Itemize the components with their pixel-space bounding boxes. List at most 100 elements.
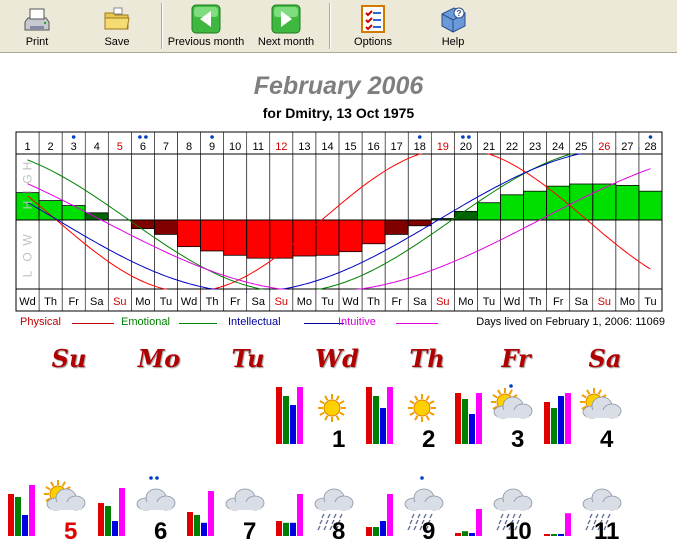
day-bar: [455, 533, 461, 536]
next-month-label: Next month: [257, 36, 315, 48]
weekday-label: Sa: [90, 296, 104, 308]
previous-month-button[interactable]: Previous month: [166, 2, 246, 50]
calendar-day-4[interactable]: 4: [542, 380, 632, 453]
day-bar: [283, 396, 289, 444]
day-bar: [551, 534, 557, 536]
low-label-letter: W: [21, 234, 35, 246]
day-bars-chart: [8, 480, 86, 536]
day-bars-chart: [544, 388, 622, 444]
day-number-cell: [639, 132, 662, 154]
intuitive-curve: [27, 168, 651, 293]
day-number: 21: [483, 141, 495, 153]
weekday-cell: [570, 289, 593, 311]
marked-day-dot: [648, 135, 653, 139]
help-icon: ?: [441, 7, 466, 33]
print-button[interactable]: Print: [8, 2, 66, 50]
weekday-label: Th: [44, 296, 57, 308]
combined-bar-12: [269, 219, 294, 259]
calendar-day-9[interactable]: 9: [364, 472, 454, 545]
weekday-header-wd: Wd: [315, 344, 359, 373]
calendar-day-number: 6: [154, 518, 168, 545]
day-number-cell: [270, 132, 293, 154]
toolbar-separator: [329, 3, 331, 49]
legend-physical: Physical: [20, 316, 61, 328]
calendar-day-7[interactable]: 7: [185, 472, 275, 545]
day-number: 24: [552, 141, 564, 153]
arrow-right-icon: [271, 4, 301, 34]
rain-cloud-icon: [582, 488, 622, 531]
calendar-day-number: 3: [511, 426, 525, 453]
weekday-cell: [454, 289, 477, 311]
legend-line-physical: [72, 323, 114, 324]
day-number: 8: [186, 141, 192, 153]
combined-bar-9: [200, 219, 225, 252]
combined-bar-11: [246, 219, 271, 259]
print-label: Print: [25, 36, 49, 48]
day-number-cell: [108, 132, 131, 154]
options-label: Options: [354, 36, 392, 48]
weekday-cell: [362, 289, 385, 311]
day-number: 20: [460, 141, 472, 153]
marked-day-dot: [71, 135, 76, 139]
day-number: 10: [229, 141, 241, 153]
calendar-day-8[interactable]: 8: [274, 472, 364, 545]
weekday-label: Fr: [68, 296, 79, 308]
day-number: 18: [414, 141, 426, 153]
day-number: 23: [529, 141, 541, 153]
weekday-label: Th: [529, 296, 542, 308]
calendar-day-10[interactable]: 10: [453, 472, 543, 545]
calendar-day-6[interactable]: 6: [96, 472, 186, 545]
day-bar: [373, 396, 379, 444]
combined-bar-3: [61, 205, 86, 221]
weekday-cell: [62, 289, 85, 311]
day-number-cell: [316, 132, 339, 154]
weekday-header-th: Th: [409, 344, 445, 373]
sun-cloud-icon: [580, 388, 622, 419]
weekday-cell: [593, 289, 616, 311]
weekday-cell: [201, 289, 224, 311]
weekday-label: Mo: [297, 296, 312, 308]
day-number-cell: [16, 132, 39, 154]
day-number: 11: [253, 141, 264, 153]
calendar-day-2[interactable]: 2: [364, 380, 454, 453]
day-bar: [276, 521, 282, 536]
calendar-day-1[interactable]: 1: [274, 380, 364, 453]
sun-cloud-icon: [44, 480, 86, 511]
rain-cloud-icon: [314, 488, 354, 531]
day-bars-chart: [187, 488, 265, 536]
combined-bar-8: [177, 219, 201, 248]
days-lived-text: Days lived on February 1, 2006: 11069: [476, 316, 665, 328]
calendar-day-11[interactable]: 11: [542, 472, 632, 545]
day-bar: [380, 521, 386, 536]
day-bars-chart: [366, 387, 436, 444]
marked-day-dot: [461, 135, 465, 139]
weekday-label: Sa: [575, 296, 589, 308]
day-bars-chart: [455, 488, 533, 536]
combined-bar-28: [638, 190, 663, 221]
help-button[interactable]: ? Help: [424, 2, 482, 50]
combined-bar-26: [592, 183, 617, 221]
day-number: 17: [391, 141, 403, 153]
high-label-letter: G: [21, 174, 35, 183]
day-number: 3: [71, 141, 77, 153]
save-button[interactable]: Save: [88, 2, 146, 50]
day-bar: [469, 533, 475, 536]
options-button[interactable]: Options: [344, 2, 402, 50]
calendar-day-number: 8: [332, 518, 346, 545]
calendar-day-5[interactable]: 5: [6, 472, 96, 545]
high-label-letter: I: [21, 190, 35, 193]
next-month-button[interactable]: Next month: [252, 2, 320, 50]
page-subtitle: for Dmitry, 13 Oct 1975: [262, 105, 415, 121]
physical-curve: [27, 147, 651, 293]
calendar-day-3[interactable]: 3: [453, 380, 543, 453]
weekday-cell: [247, 289, 270, 311]
day-bar: [297, 387, 303, 444]
weekday-cell: [316, 289, 339, 311]
day-number: 15: [344, 141, 356, 153]
day-bar: [565, 513, 571, 536]
combined-bar-13: [292, 219, 317, 257]
day-bar: [462, 399, 468, 444]
day-number: 13: [298, 141, 310, 153]
weekday-cell: [178, 289, 201, 311]
day-bars-chart: [455, 384, 533, 444]
